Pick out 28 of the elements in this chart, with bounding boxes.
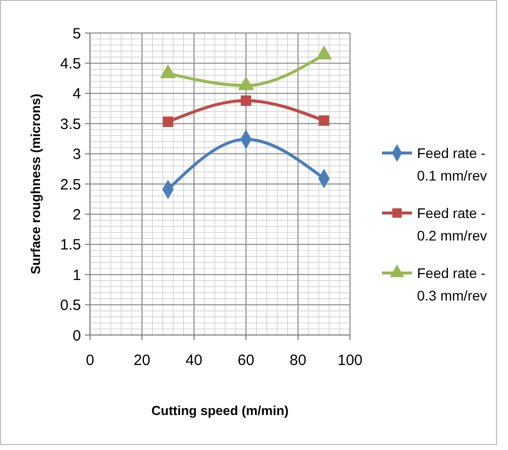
x-tick-label: 100 bbox=[337, 352, 363, 369]
x-tick-label: 20 bbox=[134, 352, 150, 369]
point bbox=[318, 115, 330, 126]
legend-label: Feed rate - 0.2 mm/rev bbox=[417, 204, 488, 244]
point bbox=[238, 76, 254, 90]
point bbox=[160, 64, 176, 78]
y-tick-label: 2 bbox=[72, 206, 81, 224]
legend-label: Feed rate - 0.3 mm/rev bbox=[417, 264, 488, 304]
y-tick-label: 1 bbox=[72, 266, 81, 284]
x-tick-label: 40 bbox=[186, 352, 202, 369]
y-tick-label: 3 bbox=[72, 146, 81, 164]
y-tick-label: 2.5 bbox=[60, 176, 81, 194]
x-tick-label: 80 bbox=[290, 352, 306, 369]
y-tick-label: 1.5 bbox=[60, 236, 81, 254]
y-tick-label: 5 bbox=[72, 25, 81, 42]
point bbox=[240, 95, 252, 106]
y-tick-label: 3.5 bbox=[60, 116, 81, 133]
y-tick-label: 0.5 bbox=[60, 297, 81, 314]
y-tick-label: 4 bbox=[72, 86, 81, 103]
x-tick-label: 0 bbox=[86, 352, 94, 369]
x-tick-label: 60 bbox=[238, 352, 254, 369]
y-tick-label: 0 bbox=[72, 327, 81, 344]
point bbox=[162, 116, 174, 128]
y-axis-title: Surface roughness (microns) bbox=[28, 94, 43, 274]
legend-label: Feed rate - 0.1 mm/rev bbox=[417, 144, 488, 184]
x-axis-title: Cutting speed (m/min) bbox=[151, 403, 289, 418]
point bbox=[316, 46, 332, 60]
y-tick-label: 4.5 bbox=[60, 55, 81, 72]
